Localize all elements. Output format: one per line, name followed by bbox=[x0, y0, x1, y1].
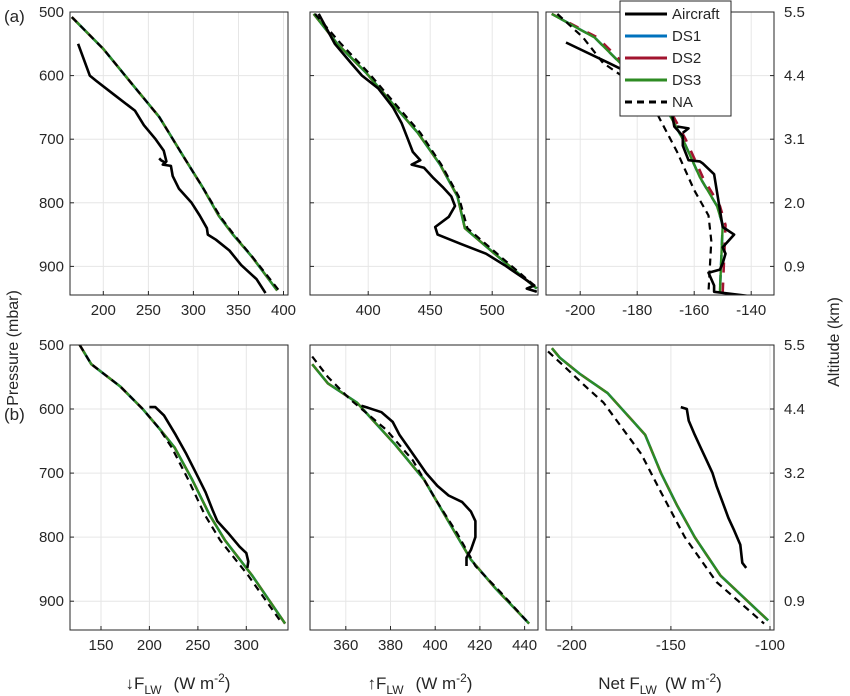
series-group bbox=[78, 345, 287, 625]
x-tick-label: 500 bbox=[480, 302, 505, 319]
plot-frame bbox=[545, 344, 775, 631]
series-line-aircraft bbox=[76, 43, 267, 294]
series-line-aircraft bbox=[149, 405, 250, 569]
series-line-ds3 bbox=[78, 345, 287, 625]
x-axis-title-downwelling: ↓FLW (W m-2) bbox=[126, 671, 231, 696]
legend: Aircraft DS1 DS2 DS3 NA bbox=[619, 0, 732, 117]
series-line-aircraft bbox=[317, 13, 538, 294]
series-line-ds3 bbox=[311, 363, 530, 625]
x-tick-label: 380 bbox=[378, 637, 403, 654]
x-tick-label: 400 bbox=[423, 637, 448, 654]
y-tick-label: 700 bbox=[39, 465, 64, 482]
x-tick-label: 450 bbox=[418, 302, 443, 319]
x-axis-title-net: Net FLW (W m-2) bbox=[598, 671, 722, 696]
right-tick-label: 3.2 bbox=[784, 465, 805, 482]
panel-a-downwelling: 200 250 300 350 400 500 600 700 800 900 bbox=[39, 4, 296, 319]
panel-b-upwelling: 360 380 400 420 440 bbox=[309, 344, 539, 654]
panel-a-upwelling: 400 450 500 bbox=[309, 11, 539, 319]
plot-frame bbox=[69, 11, 289, 296]
series-line-na bbox=[78, 345, 284, 625]
y-tick-label: 500 bbox=[39, 337, 64, 354]
panel-label-b: (b) bbox=[4, 405, 25, 424]
x-tick-label: -150 bbox=[656, 637, 686, 654]
x-tick-label: 440 bbox=[512, 637, 537, 654]
x-tick-label: 420 bbox=[467, 637, 492, 654]
plot-area bbox=[546, 345, 774, 630]
right-tick-label: 0.9 bbox=[784, 593, 805, 610]
x-tick-label: 400 bbox=[271, 302, 296, 319]
panel-label-a: (a) bbox=[4, 7, 25, 26]
x-tick-label: -100 bbox=[755, 637, 785, 654]
y-tick-label: 900 bbox=[39, 258, 64, 275]
right-tick-label: 2.0 bbox=[784, 195, 805, 212]
x-tick-label: 300 bbox=[181, 302, 206, 319]
x-tick-label: -180 bbox=[622, 302, 652, 319]
y-tick-label: 900 bbox=[39, 593, 64, 610]
plot-area bbox=[310, 345, 538, 630]
x-tick-label: 250 bbox=[185, 637, 210, 654]
series-line-aircraft bbox=[680, 405, 748, 569]
series-line-na bbox=[556, 13, 713, 292]
x-tick-label: -200 bbox=[565, 302, 595, 319]
plot-frame bbox=[309, 11, 539, 296]
series-line-ds3 bbox=[312, 13, 538, 290]
series-line-aircraft bbox=[676, 125, 690, 134]
series-line-na bbox=[311, 355, 530, 625]
right-tick-label: 2.0 bbox=[784, 529, 805, 546]
right-tick-label: 5.5 bbox=[784, 4, 805, 21]
x-tick-label: 250 bbox=[136, 302, 161, 319]
y-axis-title-right: Altitude (km) bbox=[826, 297, 843, 387]
legend-label-na: NA bbox=[672, 94, 693, 111]
y-tick-label: 800 bbox=[39, 529, 64, 546]
y-tick-label: 800 bbox=[39, 195, 64, 212]
series-group bbox=[547, 347, 769, 625]
plot-frame bbox=[69, 344, 289, 631]
series-line-aircraft bbox=[158, 157, 168, 165]
y-axis-title-left: Pressure (mbar) bbox=[5, 290, 22, 406]
x-tick-label: 150 bbox=[88, 637, 113, 654]
plot-frame bbox=[309, 344, 539, 631]
legend-label-ds1: DS1 bbox=[672, 28, 701, 45]
right-tick-label: 3.1 bbox=[784, 131, 805, 148]
series-line-na bbox=[547, 350, 765, 625]
y-tick-label: 500 bbox=[39, 4, 64, 21]
legend-label-ds3: DS3 bbox=[672, 72, 701, 89]
y-tick-label: 700 bbox=[39, 131, 64, 148]
x-tick-label: 300 bbox=[234, 637, 259, 654]
plot-area bbox=[70, 345, 288, 630]
x-tick-label: 200 bbox=[137, 637, 162, 654]
x-tick-label: -200 bbox=[557, 637, 587, 654]
series-line-aircraft bbox=[361, 404, 477, 566]
y-tick-label: 600 bbox=[39, 401, 64, 418]
series-line-na bbox=[71, 16, 280, 292]
x-tick-label: -160 bbox=[679, 302, 709, 319]
plot-area bbox=[70, 12, 288, 295]
x-tick-label: 350 bbox=[226, 302, 251, 319]
series-group bbox=[70, 16, 280, 294]
x-tick-label: 400 bbox=[356, 302, 381, 319]
series-group bbox=[312, 13, 538, 294]
right-tick-label: 4.4 bbox=[784, 68, 805, 85]
legend-label-aircraft: Aircraft bbox=[672, 6, 720, 23]
right-tick-label: 0.9 bbox=[784, 258, 805, 275]
x-axis-title-upwelling: ↑FLW (W m-2) bbox=[368, 671, 473, 696]
y-tick-label: 600 bbox=[39, 68, 64, 85]
series-line-ds3 bbox=[550, 347, 769, 622]
series-group bbox=[311, 355, 531, 625]
x-tick-label: -140 bbox=[736, 302, 766, 319]
legend-label-ds2: DS2 bbox=[672, 50, 701, 67]
x-tick-label: 360 bbox=[333, 637, 358, 654]
panel-b-downwelling: 150 200 250 300 500 600 700 800 900 bbox=[39, 337, 289, 654]
right-tick-label: 5.5 bbox=[784, 337, 805, 354]
x-tick-label: 200 bbox=[91, 302, 116, 319]
series-line-ds2 bbox=[551, 12, 727, 292]
panel-b-net: -200 -150 -100 5.5 4.4 3.2 2.0 0.9 bbox=[545, 337, 805, 654]
right-tick-label: 4.4 bbox=[784, 401, 805, 418]
